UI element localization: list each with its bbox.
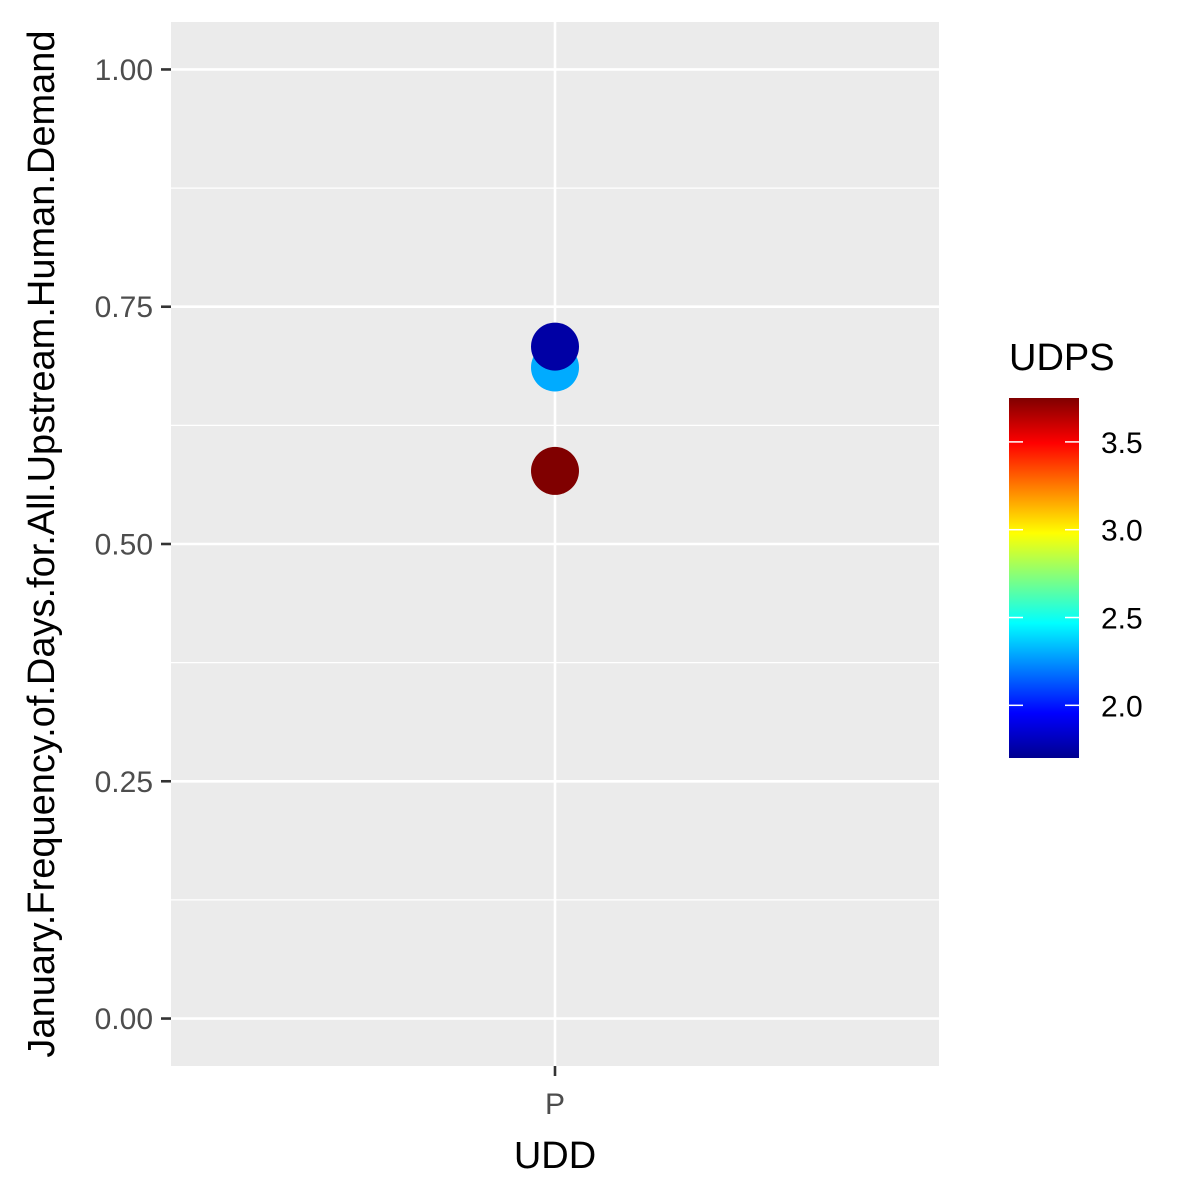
data-points <box>531 322 579 495</box>
legend-ticks: 2.0 2.5 3.0 3.5 <box>1009 427 1143 723</box>
y-tick-label: 0.75 <box>95 291 153 324</box>
major-gridlines <box>171 22 939 1066</box>
legend-tick-label: 3.0 <box>1101 515 1143 548</box>
y-tick-label: 1.00 <box>95 54 153 87</box>
color-legend: UDPS 2.0 2.5 3.0 3.5 <box>1009 337 1143 758</box>
x-tick-label: P <box>545 1088 565 1121</box>
x-axis: P <box>545 1066 565 1121</box>
x-axis-title: UDD <box>514 1135 596 1177</box>
y-tick-label: 0.25 <box>95 766 153 799</box>
y-axis-title: January.Frequency.of.Days.for.All.Upstre… <box>21 30 63 1057</box>
data-point <box>531 322 579 371</box>
y-axis: 0.00 0.25 0.50 0.75 1.00 <box>95 54 171 1036</box>
legend-tick-label: 2.5 <box>1101 603 1143 636</box>
legend-colorbar <box>1009 398 1079 758</box>
legend-tick-label: 2.0 <box>1101 690 1143 723</box>
legend-tick-label: 3.5 <box>1101 427 1143 460</box>
y-tick-label: 0.50 <box>95 529 153 562</box>
legend-title: UDPS <box>1009 337 1115 379</box>
data-point <box>531 446 579 495</box>
y-tick-label: 0.00 <box>95 1003 153 1036</box>
